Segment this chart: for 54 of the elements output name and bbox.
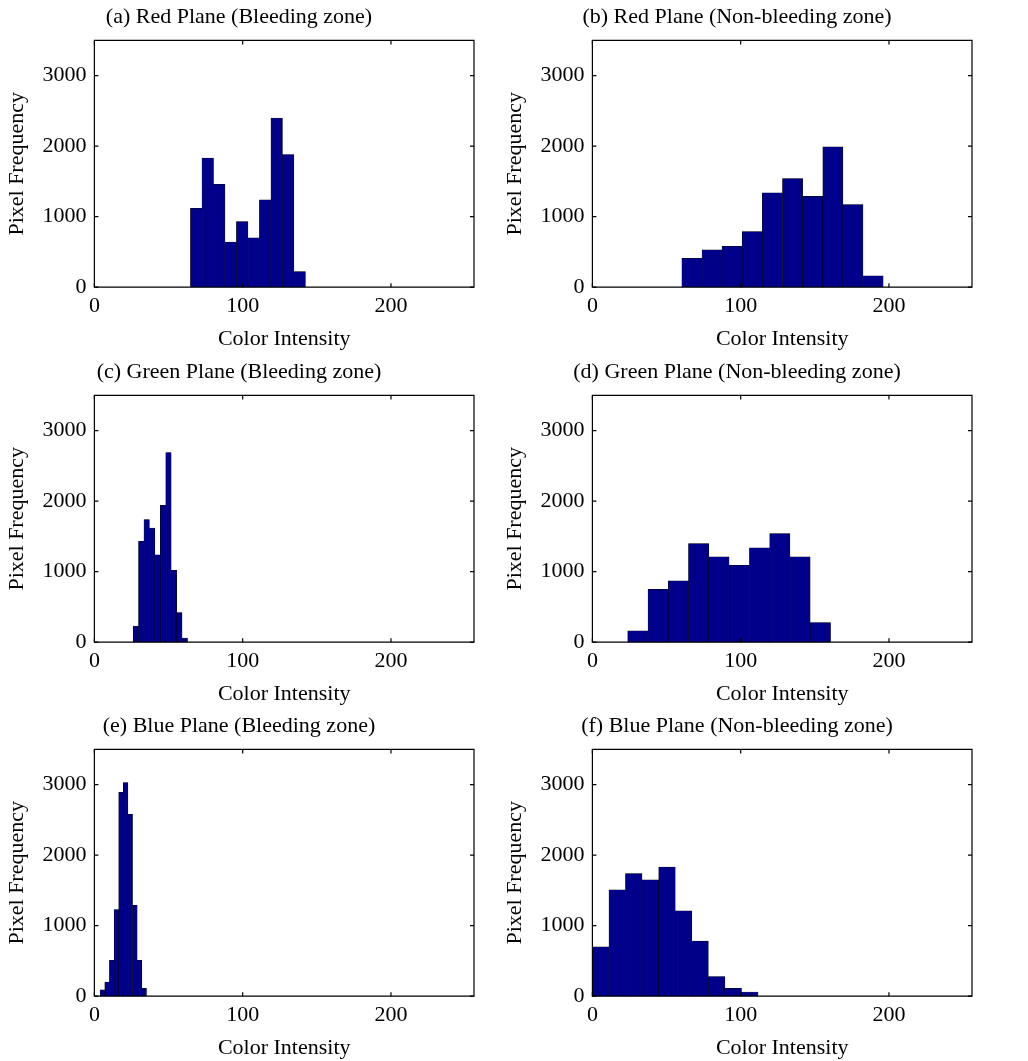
x-axis-title: Color Intensity — [217, 1033, 351, 1059]
y-tick-label: 3000 — [540, 61, 585, 87]
y-tick-label: 3000 — [540, 770, 585, 796]
x-tick-label: 200 — [374, 1001, 408, 1027]
x-tick-label: 200 — [374, 292, 408, 318]
x-tick-label: 200 — [872, 292, 906, 318]
y-tick-label: 3000 — [42, 416, 87, 442]
chart-title: (c) Green Plane (Bleeding zone) — [96, 357, 382, 383]
y-tick-label: 2000 — [42, 486, 87, 512]
chart-title: (e) Blue Plane (Bleeding zone) — [102, 711, 376, 737]
chart-title: (d) Green Plane (Non-bleeding zone) — [573, 357, 901, 383]
y-tick-label: 0 — [75, 627, 87, 653]
x-axis-title: Color Intensity — [715, 1033, 849, 1059]
y-tick-label: 2000 — [42, 840, 87, 866]
y-tick-label: 3000 — [42, 61, 87, 87]
y-tick-label: 0 — [75, 272, 87, 298]
x-axis-title: Color Intensity — [217, 324, 351, 350]
x-tick-label: 100 — [724, 292, 758, 318]
y-tick-label: 2000 — [540, 131, 585, 157]
chart-title: (f) Blue Plane (Non-bleeding zone) — [581, 711, 893, 737]
x-tick-label: 100 — [226, 1001, 260, 1027]
y-axis-title: Pixel Frequency — [500, 801, 526, 945]
y-tick-label: 2000 — [540, 486, 585, 512]
y-tick-label: 2000 — [540, 840, 585, 866]
y-tick-label: 0 — [573, 627, 585, 653]
y-axis-title: Pixel Frequency — [500, 92, 526, 236]
x-tick-label: 100 — [226, 292, 260, 318]
y-tick-label: 1000 — [42, 557, 87, 583]
x-axis-title: Color Intensity — [715, 679, 849, 705]
y-tick-label: 2000 — [42, 131, 87, 157]
x-axis-title: Color Intensity — [217, 679, 351, 705]
y-tick-label: 0 — [573, 981, 585, 1007]
x-tick-label: 200 — [872, 647, 906, 673]
y-tick-label: 3000 — [42, 770, 87, 796]
y-tick-label: 0 — [75, 981, 87, 1007]
y-tick-label: 1000 — [42, 911, 87, 937]
y-tick-label: 1000 — [42, 202, 87, 228]
x-tick-label: 200 — [374, 647, 408, 673]
x-tick-label: 100 — [724, 1001, 758, 1027]
x-tick-label: 200 — [872, 1001, 906, 1027]
y-tick-label: 1000 — [540, 911, 585, 937]
y-tick-label: 0 — [573, 272, 585, 298]
y-tick-label: 3000 — [540, 416, 585, 442]
y-axis-title: Pixel Frequency — [500, 447, 526, 591]
y-axis-title: Pixel Frequency — [2, 447, 28, 591]
y-tick-label: 1000 — [540, 557, 585, 583]
x-tick-label: 100 — [226, 647, 260, 673]
y-tick-label: 1000 — [540, 202, 585, 228]
y-axis-title: Pixel Frequency — [2, 92, 28, 236]
y-axis-title: Pixel Frequency — [2, 801, 28, 945]
chart-title: (b) Red Plane (Non-bleeding zone) — [582, 2, 892, 28]
x-axis-title: Color Intensity — [715, 324, 849, 350]
chart-title: (a) Red Plane (Bleeding zone) — [105, 2, 373, 28]
x-tick-label: 100 — [724, 647, 758, 673]
